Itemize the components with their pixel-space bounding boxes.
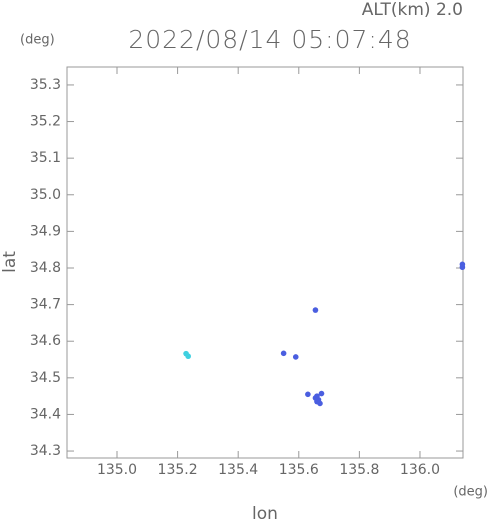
x-tick-label: 135.4	[218, 462, 258, 478]
plot-frame	[66, 66, 464, 459]
y-tick-label: 35.1	[30, 150, 61, 166]
x-tick-label: 135.6	[279, 462, 319, 478]
y-tick-label: 34.5	[30, 370, 61, 386]
y-tick-label: 34.3	[30, 443, 61, 459]
chart-title: 2022/08/14 05:07:48	[128, 25, 411, 54]
y-axis-label: lat	[0, 251, 20, 273]
y-tick-label: 35.2	[30, 114, 61, 130]
y-tick-label: 34.9	[30, 223, 61, 239]
x-tick-label: 136.0	[400, 462, 440, 478]
x-tick-label: 135.2	[158, 462, 198, 478]
y-tick-label: 34.6	[30, 333, 61, 349]
y-tick-label: 34.4	[30, 406, 61, 422]
data-point	[185, 353, 191, 360]
x-unit: (deg)	[453, 485, 488, 500]
data-point	[312, 307, 319, 313]
altitude-label: ALT(km) 2.0	[362, 0, 463, 20]
y-tick-label: 34.8	[30, 260, 61, 276]
data-point	[459, 264, 466, 271]
data-point	[318, 390, 325, 397]
x-axis-label: lon	[252, 504, 278, 521]
y-unit: (deg)	[20, 33, 55, 48]
x-tick-label: 135.8	[339, 462, 379, 478]
y-tick-label: 34.7	[30, 297, 61, 313]
data-point	[292, 354, 299, 360]
y-tick-label: 35.0	[30, 187, 61, 203]
data-point	[312, 395, 319, 401]
data-point	[280, 350, 287, 357]
data-point	[305, 391, 311, 398]
x-tick-label: 135.0	[97, 462, 137, 478]
y-tick-label: 35.3	[30, 77, 61, 93]
